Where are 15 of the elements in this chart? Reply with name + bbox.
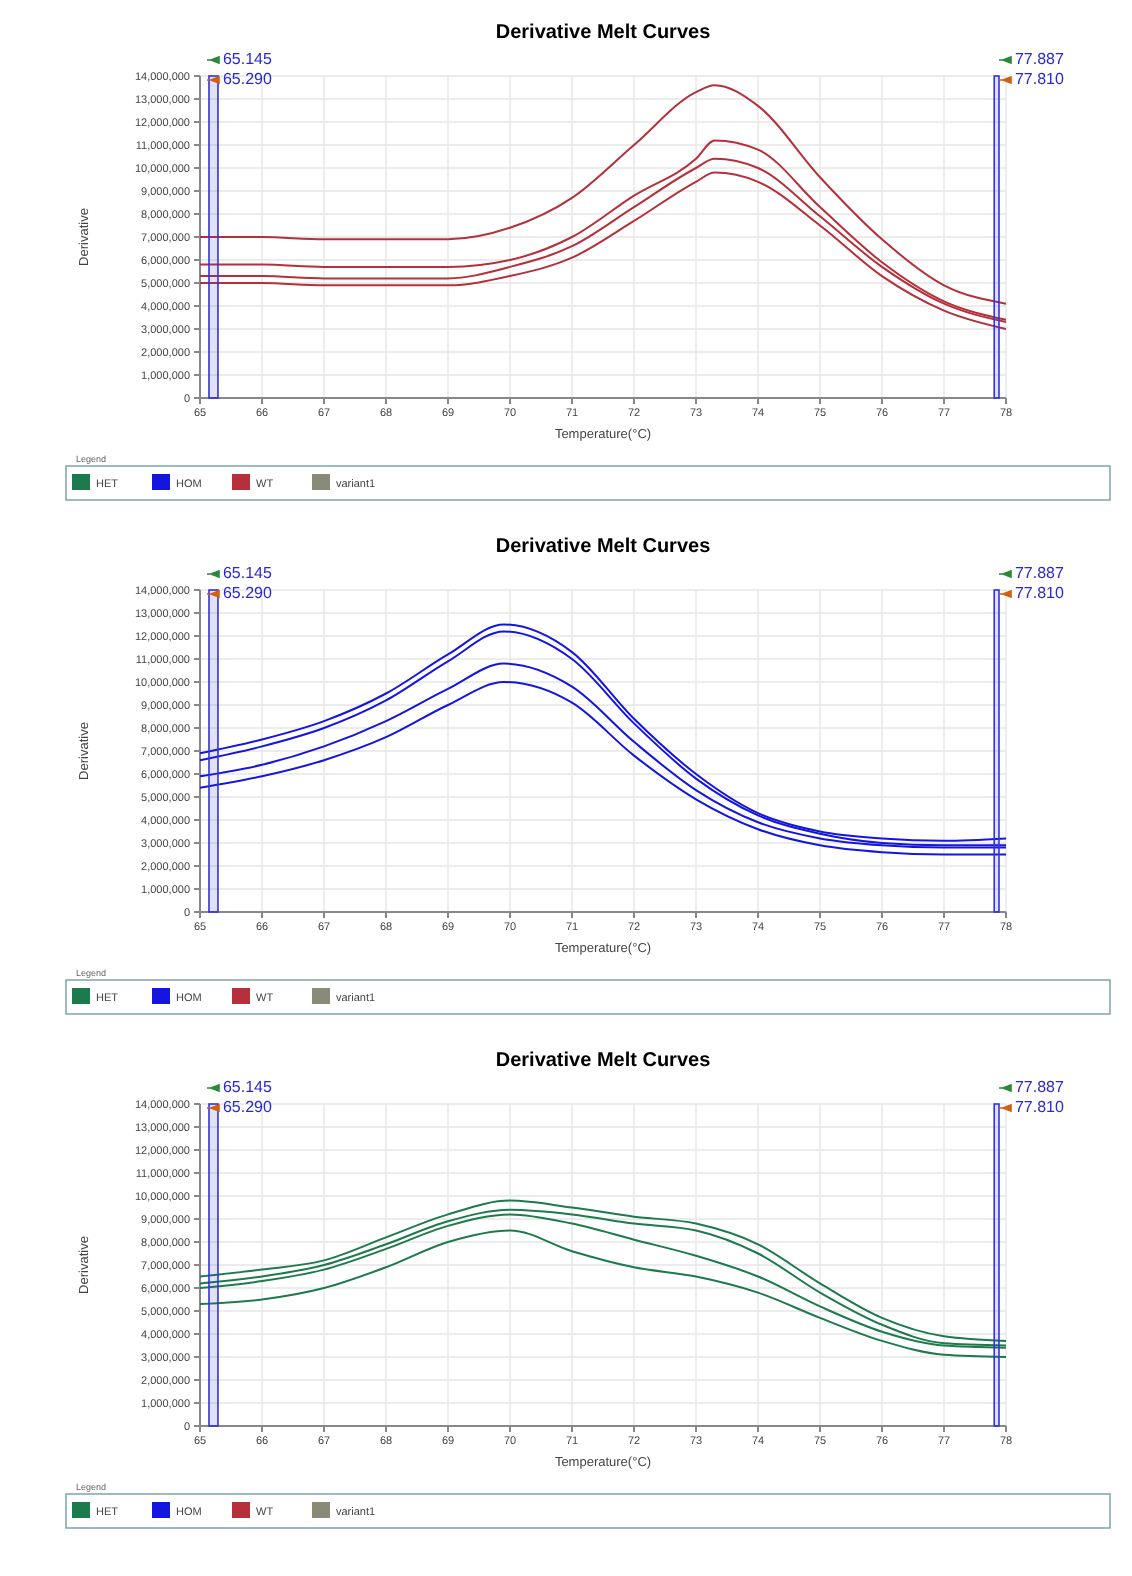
annotation: 65.290	[222, 584, 274, 602]
text: 65.145	[222, 564, 274, 582]
text: 77.810	[1014, 1098, 1066, 1116]
text: 77.810	[1014, 70, 1066, 88]
chart-title: Derivative Melt Curves	[495, 536, 712, 558]
annotation: 65.290	[222, 70, 274, 88]
text: 77.810	[1014, 584, 1066, 602]
text: 65.145	[222, 50, 274, 68]
text: 65.145	[222, 1078, 274, 1096]
chart-title: Derivative Melt Curves	[495, 1050, 712, 1072]
chart-title: Derivative Melt Curves	[495, 22, 712, 44]
annotation: 65.290	[222, 1098, 274, 1116]
text: 77.887	[1014, 50, 1066, 68]
text: 77.887	[1014, 564, 1066, 582]
text: 77.887	[1014, 1078, 1066, 1096]
